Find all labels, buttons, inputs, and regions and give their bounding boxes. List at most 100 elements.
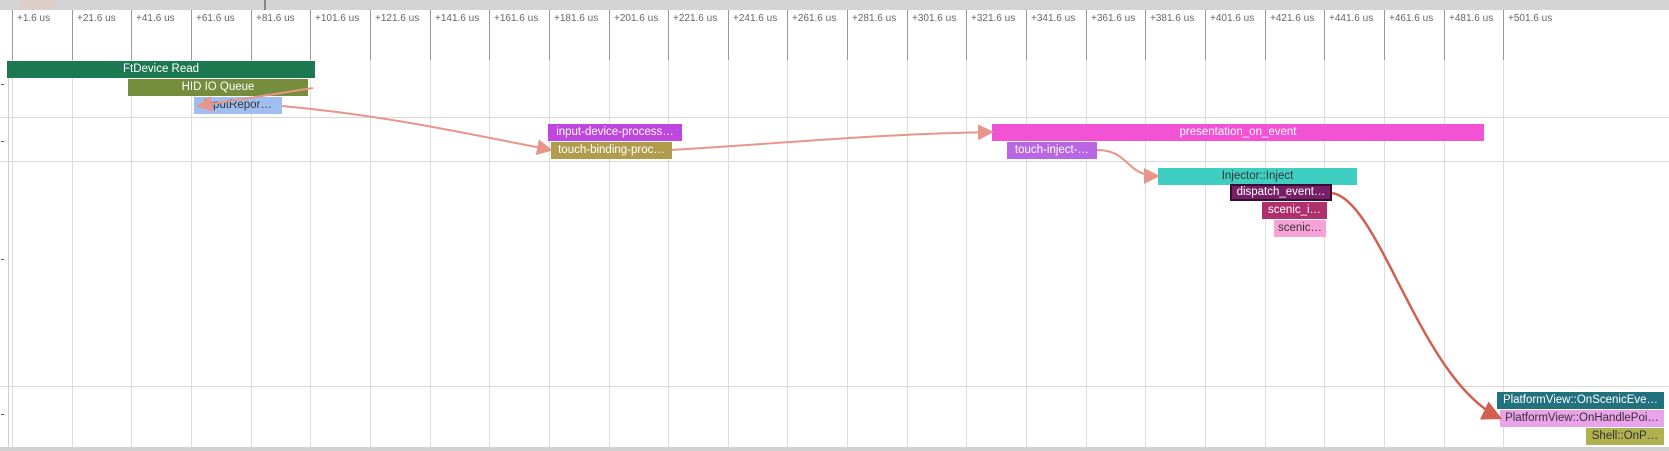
grid-line — [12, 60, 13, 448]
trace-slice[interactable]: HID IO Queue — [128, 79, 308, 96]
slice-label: touch-inject-… — [1014, 144, 1090, 156]
ruler-tick: +141.6 us — [430, 10, 479, 60]
grid-line — [1324, 60, 1325, 448]
grid-line — [251, 60, 252, 448]
ruler-tick: +501.6 us — [1503, 10, 1552, 60]
trace-slice[interactable]: touch-inject-… — [1007, 142, 1097, 159]
flow-arrow — [1331, 191, 1503, 420]
slice-label: Injector::Inject — [1221, 170, 1294, 182]
grid-line — [907, 60, 908, 448]
time-ruler[interactable]: +1.6 us +21.6 us +41.6 us +61.6 us +81.6 us +… — [0, 10, 1669, 60]
ruler-tick-label: +241.6 us — [733, 13, 778, 24]
overview-marker — [264, 0, 266, 10]
grid-line — [1086, 60, 1087, 448]
ruler-tick: +321.6 us — [966, 10, 1015, 60]
ruler-tick-label: +501.6 us — [1508, 13, 1553, 24]
trace-slice[interactable]: PlatformView::OnScenicEve… — [1497, 392, 1664, 409]
ruler-tick: +421.6 us — [1265, 10, 1314, 60]
grid-line — [430, 60, 431, 448]
track-gutter — [0, 60, 9, 448]
ruler-tick-label: +361.6 us — [1091, 13, 1136, 24]
grid-line — [728, 60, 729, 448]
flow-arrow — [196, 87, 314, 112]
ruler-tick: +241.6 us — [728, 10, 777, 60]
slice-label: FtDevice Read — [122, 63, 200, 75]
ruler-tick: +221.6 us — [668, 10, 717, 60]
ruler-tick-label: +101.6 us — [315, 13, 360, 24]
ruler-tick-label: +321.6 us — [971, 13, 1016, 24]
ruler-tick-label: +121.6 us — [375, 13, 420, 24]
grid-line — [966, 60, 967, 448]
ruler-tick: +281.6 us — [847, 10, 896, 60]
grid-line — [847, 60, 848, 448]
ruler-tick: +201.6 us — [609, 10, 658, 60]
ruler-tick: +461.6 us — [1384, 10, 1433, 60]
grid-line — [1205, 60, 1206, 448]
ruler-tick-label: +341.6 us — [1031, 13, 1076, 24]
trace-slice[interactable]: Injector::Inject — [1158, 168, 1357, 185]
ruler-tick-label: +441.6 us — [1329, 13, 1374, 24]
slice-label: PlatformView::OnScenicEve… — [1502, 394, 1659, 406]
grid-line — [1444, 60, 1445, 448]
ruler-tick: +61.6 us — [191, 10, 235, 60]
trace-slice[interactable]: FtDevice Read — [7, 61, 315, 78]
slice-label: input-device-process… — [556, 126, 674, 138]
flow-arrow — [671, 124, 994, 151]
trace-slice[interactable]: input-device-process… — [548, 124, 682, 141]
slice-label: scenic… — [1277, 222, 1323, 234]
grid-line — [310, 60, 311, 448]
ruler-tick-label: +141.6 us — [435, 13, 480, 24]
ruler-tick-label: +461.6 us — [1389, 13, 1434, 24]
ruler-tick: +301.6 us — [907, 10, 956, 60]
ruler-tick-label: +381.6 us — [1150, 13, 1195, 24]
grid-line — [489, 60, 490, 448]
ruler-tick: +181.6 us — [549, 10, 598, 60]
ruler-tick: +381.6 us — [1145, 10, 1194, 60]
ruler-tick: +161.6 us — [489, 10, 538, 60]
ruler-tick-label: +401.6 us — [1210, 13, 1255, 24]
ruler-tick-label: +61.6 us — [196, 13, 235, 24]
ruler-tick: +481.6 us — [1444, 10, 1493, 60]
ruler-tick: +441.6 us — [1324, 10, 1373, 60]
track-divider — [0, 386, 1669, 387]
grid-line — [609, 60, 610, 448]
trace-slice[interactable]: scenic_i… — [1262, 202, 1327, 219]
grid-line — [668, 60, 669, 448]
ruler-tick-label: +201.6 us — [614, 13, 659, 24]
trace-slice[interactable]: dispatch_event… — [1230, 184, 1332, 201]
track-marker — [1, 141, 4, 142]
slice-label: touch-binding-proc… — [558, 144, 665, 156]
grid-line — [787, 60, 788, 448]
trace-slice[interactable]: touch-binding-proc… — [551, 142, 672, 159]
slice-label: HID IO Queue — [181, 81, 255, 93]
ruler-tick-label: +261.6 us — [792, 13, 837, 24]
ruler-tick-label: +281.6 us — [852, 13, 897, 24]
track-marker — [1, 414, 4, 415]
ruler-tick: +21.6 us — [72, 10, 116, 60]
timeline-overview[interactable] — [0, 0, 1669, 10]
grid-line — [1265, 60, 1266, 448]
ruler-tick: +41.6 us — [131, 10, 175, 60]
ruler-tick: +101.6 us — [310, 10, 359, 60]
slice-label: presentation_on_event — [1179, 126, 1297, 138]
ruler-tick-label: +221.6 us — [673, 13, 718, 24]
track-divider — [0, 161, 1669, 162]
grid-line — [72, 60, 73, 448]
ruler-tick-label: +161.6 us — [494, 13, 539, 24]
grid-line — [549, 60, 550, 448]
ruler-tick: +261.6 us — [787, 10, 836, 60]
trace-slice[interactable]: presentation_on_event — [992, 124, 1484, 141]
slice-label: PlatformView::OnHandlePoi… — [1505, 412, 1659, 424]
ruler-tick: +341.6 us — [1026, 10, 1075, 60]
ruler-tick-label: +421.6 us — [1270, 13, 1315, 24]
bottom-border — [0, 447, 1669, 451]
slice-label: scenic_i… — [1267, 204, 1322, 216]
grid-line — [370, 60, 371, 448]
ruler-tick-label: +21.6 us — [77, 13, 116, 24]
trace-slice[interactable]: scenic… — [1274, 220, 1326, 237]
trace-slice[interactable]: Shell::OnP… — [1586, 428, 1664, 445]
trace-slice[interactable]: PlatformView::OnHandlePoi… — [1500, 410, 1664, 427]
grid-line — [1026, 60, 1027, 448]
trace-slice[interactable]: inputRepor… — [194, 97, 282, 114]
